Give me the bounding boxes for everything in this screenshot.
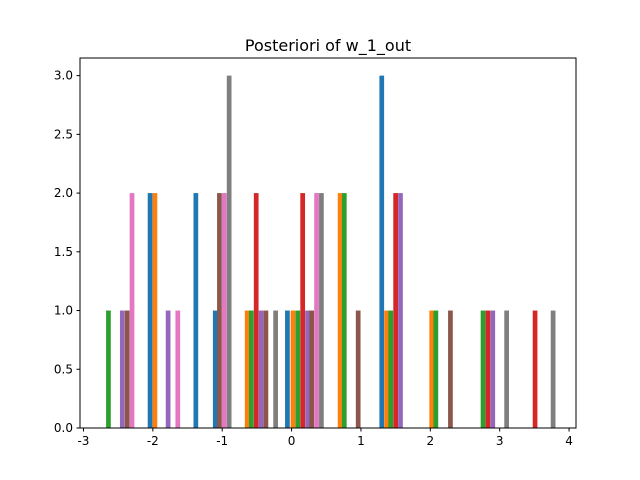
y-tick-label: 2.5	[54, 127, 73, 141]
plot-frame	[79, 57, 577, 429]
bar-series-6-3	[263, 310, 269, 428]
bar-series-5-2	[165, 310, 171, 428]
bar-series-6-1	[124, 310, 130, 428]
y-tick-label: 2.0	[54, 186, 73, 200]
bar-series-1-5	[379, 75, 385, 429]
bar-series-8-5	[550, 310, 556, 428]
bar-series-4-5	[532, 310, 538, 428]
bars-group	[106, 75, 556, 429]
bar-series-8-1	[226, 75, 232, 429]
axes-group: -3 -2 -1 0 1 2 3 4 0.0 0.5 1.0 1.5 2.0 2.5 3.0	[54, 57, 577, 448]
bar-series-7-1	[129, 193, 135, 428]
bar-series-8-3	[319, 193, 324, 428]
bar-series-3-4	[341, 193, 347, 428]
bar-series-6-6	[448, 310, 453, 428]
bar-series-6-4	[309, 310, 315, 428]
y-tick-label: 3.0	[54, 69, 73, 83]
bar-series-3-6	[433, 310, 439, 428]
bar-series-1-3	[212, 310, 218, 428]
bar-series-2-6	[429, 310, 435, 428]
bar-series-1-4	[285, 310, 290, 428]
bar-series-5-4	[305, 310, 310, 428]
bar-series-5-5	[398, 193, 403, 428]
bar-series-2-1	[152, 193, 158, 428]
bar-series-3-7	[480, 310, 486, 428]
bar-series-6-5	[355, 310, 361, 428]
x-tick-label: 1	[357, 434, 365, 448]
bar-series-2-3	[290, 310, 296, 428]
y-tick-label: 0.0	[54, 421, 73, 435]
x-tick-label: -1	[216, 434, 228, 448]
x-tick-label: -3	[77, 434, 89, 448]
bar-series-2-2	[244, 310, 250, 428]
bar-series-7-3	[221, 193, 227, 428]
bar-series-7-2	[175, 310, 181, 428]
bar-series-3-3	[295, 310, 301, 428]
bar-series-3-1	[106, 310, 111, 428]
bar-series-4-4	[485, 310, 491, 428]
x-tick-label: 2	[427, 434, 435, 448]
bar-series-1-1	[147, 193, 153, 428]
chart-title: Posteriori of w_1_out	[245, 36, 411, 56]
bar-series-5-6	[490, 310, 496, 428]
bar-series-2-4	[337, 193, 343, 428]
bar-series-4-1	[253, 193, 259, 428]
bar-series-6-2	[217, 193, 222, 428]
bar-series-5-1	[119, 310, 125, 428]
bar-series-4-2	[300, 193, 306, 428]
y-tick-label: 1.0	[54, 304, 73, 318]
bar-series-2-5	[384, 310, 389, 428]
bar-series-8-4	[504, 310, 509, 428]
y-tick-label: 0.5	[54, 362, 73, 376]
bar-series-1-2	[193, 193, 199, 428]
bar-series-3-5	[388, 310, 394, 428]
bar-series-3-2	[248, 310, 254, 428]
bar-series-5-3	[258, 310, 264, 428]
bar-series-8-2	[273, 310, 278, 428]
bar-series-7-4	[314, 193, 319, 428]
y-tick-label: 1.5	[54, 245, 73, 259]
bar-series-4-3	[393, 193, 398, 428]
x-tick-label: -2	[147, 434, 159, 448]
x-tick-label: 0	[288, 434, 296, 448]
x-tick-label: 4	[565, 434, 573, 448]
x-tick-label: 3	[496, 434, 504, 448]
